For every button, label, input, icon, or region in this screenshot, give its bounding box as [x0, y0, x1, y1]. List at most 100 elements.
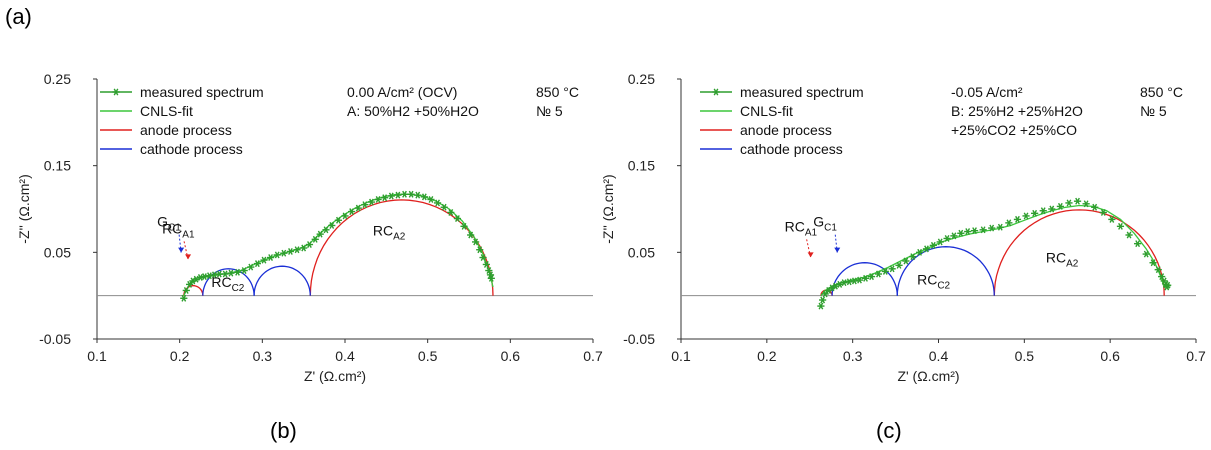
- marker-stroke: [312, 235, 318, 243]
- marker-stroke: [268, 254, 274, 262]
- measured-point: [447, 208, 455, 216]
- measured-point: [472, 238, 480, 246]
- annotation-label: GC1: [813, 214, 837, 234]
- marker-stroke: [301, 244, 307, 252]
- measured-point: [180, 294, 188, 302]
- legend-entry: cathode process: [140, 141, 243, 157]
- x-tick-label: 0.7: [583, 348, 603, 364]
- marker-stroke: [211, 271, 217, 279]
- marker-stroke: [910, 253, 916, 261]
- measured-point: [1013, 215, 1022, 223]
- marker-stroke: [841, 279, 847, 287]
- measured-point: [240, 267, 248, 275]
- marker-stroke: [486, 267, 492, 275]
- marker-stroke: [355, 204, 361, 212]
- panel-label-c: (c): [876, 418, 902, 443]
- cathode-arc: [202, 268, 255, 296]
- sample-text: № 5: [1140, 103, 1167, 119]
- measured-point: [485, 267, 493, 275]
- chart-panel-b: 0.1 0.2 0.3 0.4 0.5 0.6 0.7 -0.05 0.05 0.15 0.25 Z'…: [16, 71, 603, 384]
- measured-point: [1125, 231, 1133, 239]
- y-tick-label: 0.25: [628, 71, 655, 87]
- marker-stroke: [207, 272, 212, 280]
- measured-point: [440, 203, 448, 211]
- marker-stroke: [349, 208, 355, 216]
- marker-stroke: [261, 256, 267, 264]
- marker-stroke: [937, 238, 943, 246]
- marker-stroke: [997, 223, 1003, 231]
- cathode-arc: [253, 265, 311, 296]
- measured-point: [200, 273, 209, 281]
- measured-point: [861, 274, 870, 282]
- measured-point: [273, 251, 281, 259]
- marker-stroke: [1155, 266, 1161, 274]
- measured-point: [286, 247, 295, 255]
- marker-stroke: [441, 203, 447, 211]
- x-tick-label: 0.2: [757, 348, 777, 364]
- x-tick-label: 0.4: [335, 348, 355, 364]
- measured-point: [367, 198, 376, 206]
- marker-stroke: [896, 261, 902, 269]
- marker-stroke: [288, 247, 293, 255]
- marker-stroke: [395, 191, 401, 199]
- x-tick-label: 0.6: [501, 348, 521, 364]
- marker-stroke: [187, 280, 192, 288]
- measured-point: [267, 254, 275, 262]
- marker-stroke: [294, 246, 300, 254]
- measured-point: [902, 257, 910, 265]
- measured-point: [387, 192, 395, 200]
- measured-point: [253, 260, 261, 268]
- measured-point: [311, 235, 319, 243]
- measured-point: [453, 215, 462, 223]
- measured-point: [1164, 281, 1172, 289]
- measured-point: [280, 249, 288, 257]
- marker-stroke: [951, 232, 957, 240]
- measured-point: [996, 223, 1004, 231]
- marker-stroke: [1126, 231, 1132, 239]
- anode-arc: [309, 199, 494, 296]
- measured-point: [845, 278, 853, 286]
- measured-point: [293, 246, 301, 254]
- measured-point: [433, 199, 442, 207]
- marker-stroke: [882, 267, 888, 275]
- marker-stroke: [1075, 197, 1080, 205]
- marker-stroke: [415, 191, 421, 199]
- marker-stroke: [851, 277, 857, 285]
- marker-stroke: [455, 215, 460, 223]
- measured-point: [1065, 199, 1073, 207]
- measured-point: [916, 248, 924, 256]
- marker-stroke: [869, 273, 874, 281]
- marker-stroke: [428, 195, 434, 203]
- measured-point: [964, 228, 972, 236]
- measured-point: [1039, 207, 1047, 215]
- y-tick-label: -0.05: [623, 331, 655, 347]
- marker-stroke: [183, 286, 189, 294]
- marker-stroke: [362, 201, 368, 209]
- measured-point: [427, 195, 435, 203]
- marker-stroke: [917, 248, 923, 256]
- measured-point: [260, 256, 268, 264]
- legend: measured spectrum CNLS-fit anode process ca…: [700, 84, 864, 157]
- measured-point: [922, 245, 931, 253]
- marker-stroke: [1040, 207, 1046, 215]
- measured-point: [874, 270, 883, 278]
- temperature-text: 850 °C: [1140, 84, 1183, 100]
- measured-point: [1099, 208, 1107, 216]
- marker-stroke: [274, 251, 280, 259]
- annotation-label: RCC2: [917, 271, 950, 291]
- annotation-arrowhead: [178, 247, 185, 253]
- marker-stroke: [375, 195, 381, 203]
- condition-text: B: 25%H2 +25%H2O: [951, 103, 1083, 119]
- marker-stroke: [113, 88, 119, 96]
- marker-stroke: [903, 257, 909, 265]
- marker-stroke: [818, 302, 824, 310]
- measured-point: [460, 222, 468, 230]
- annotation-arrowhead: [807, 252, 814, 258]
- marker-stroke: [1092, 203, 1098, 211]
- measured-point: [221, 270, 229, 278]
- marker-stroke: [863, 274, 868, 282]
- marker-stroke: [1083, 200, 1089, 208]
- marker-stroke: [1118, 222, 1123, 230]
- measured-point: [1005, 219, 1013, 227]
- measured-point: [420, 193, 428, 201]
